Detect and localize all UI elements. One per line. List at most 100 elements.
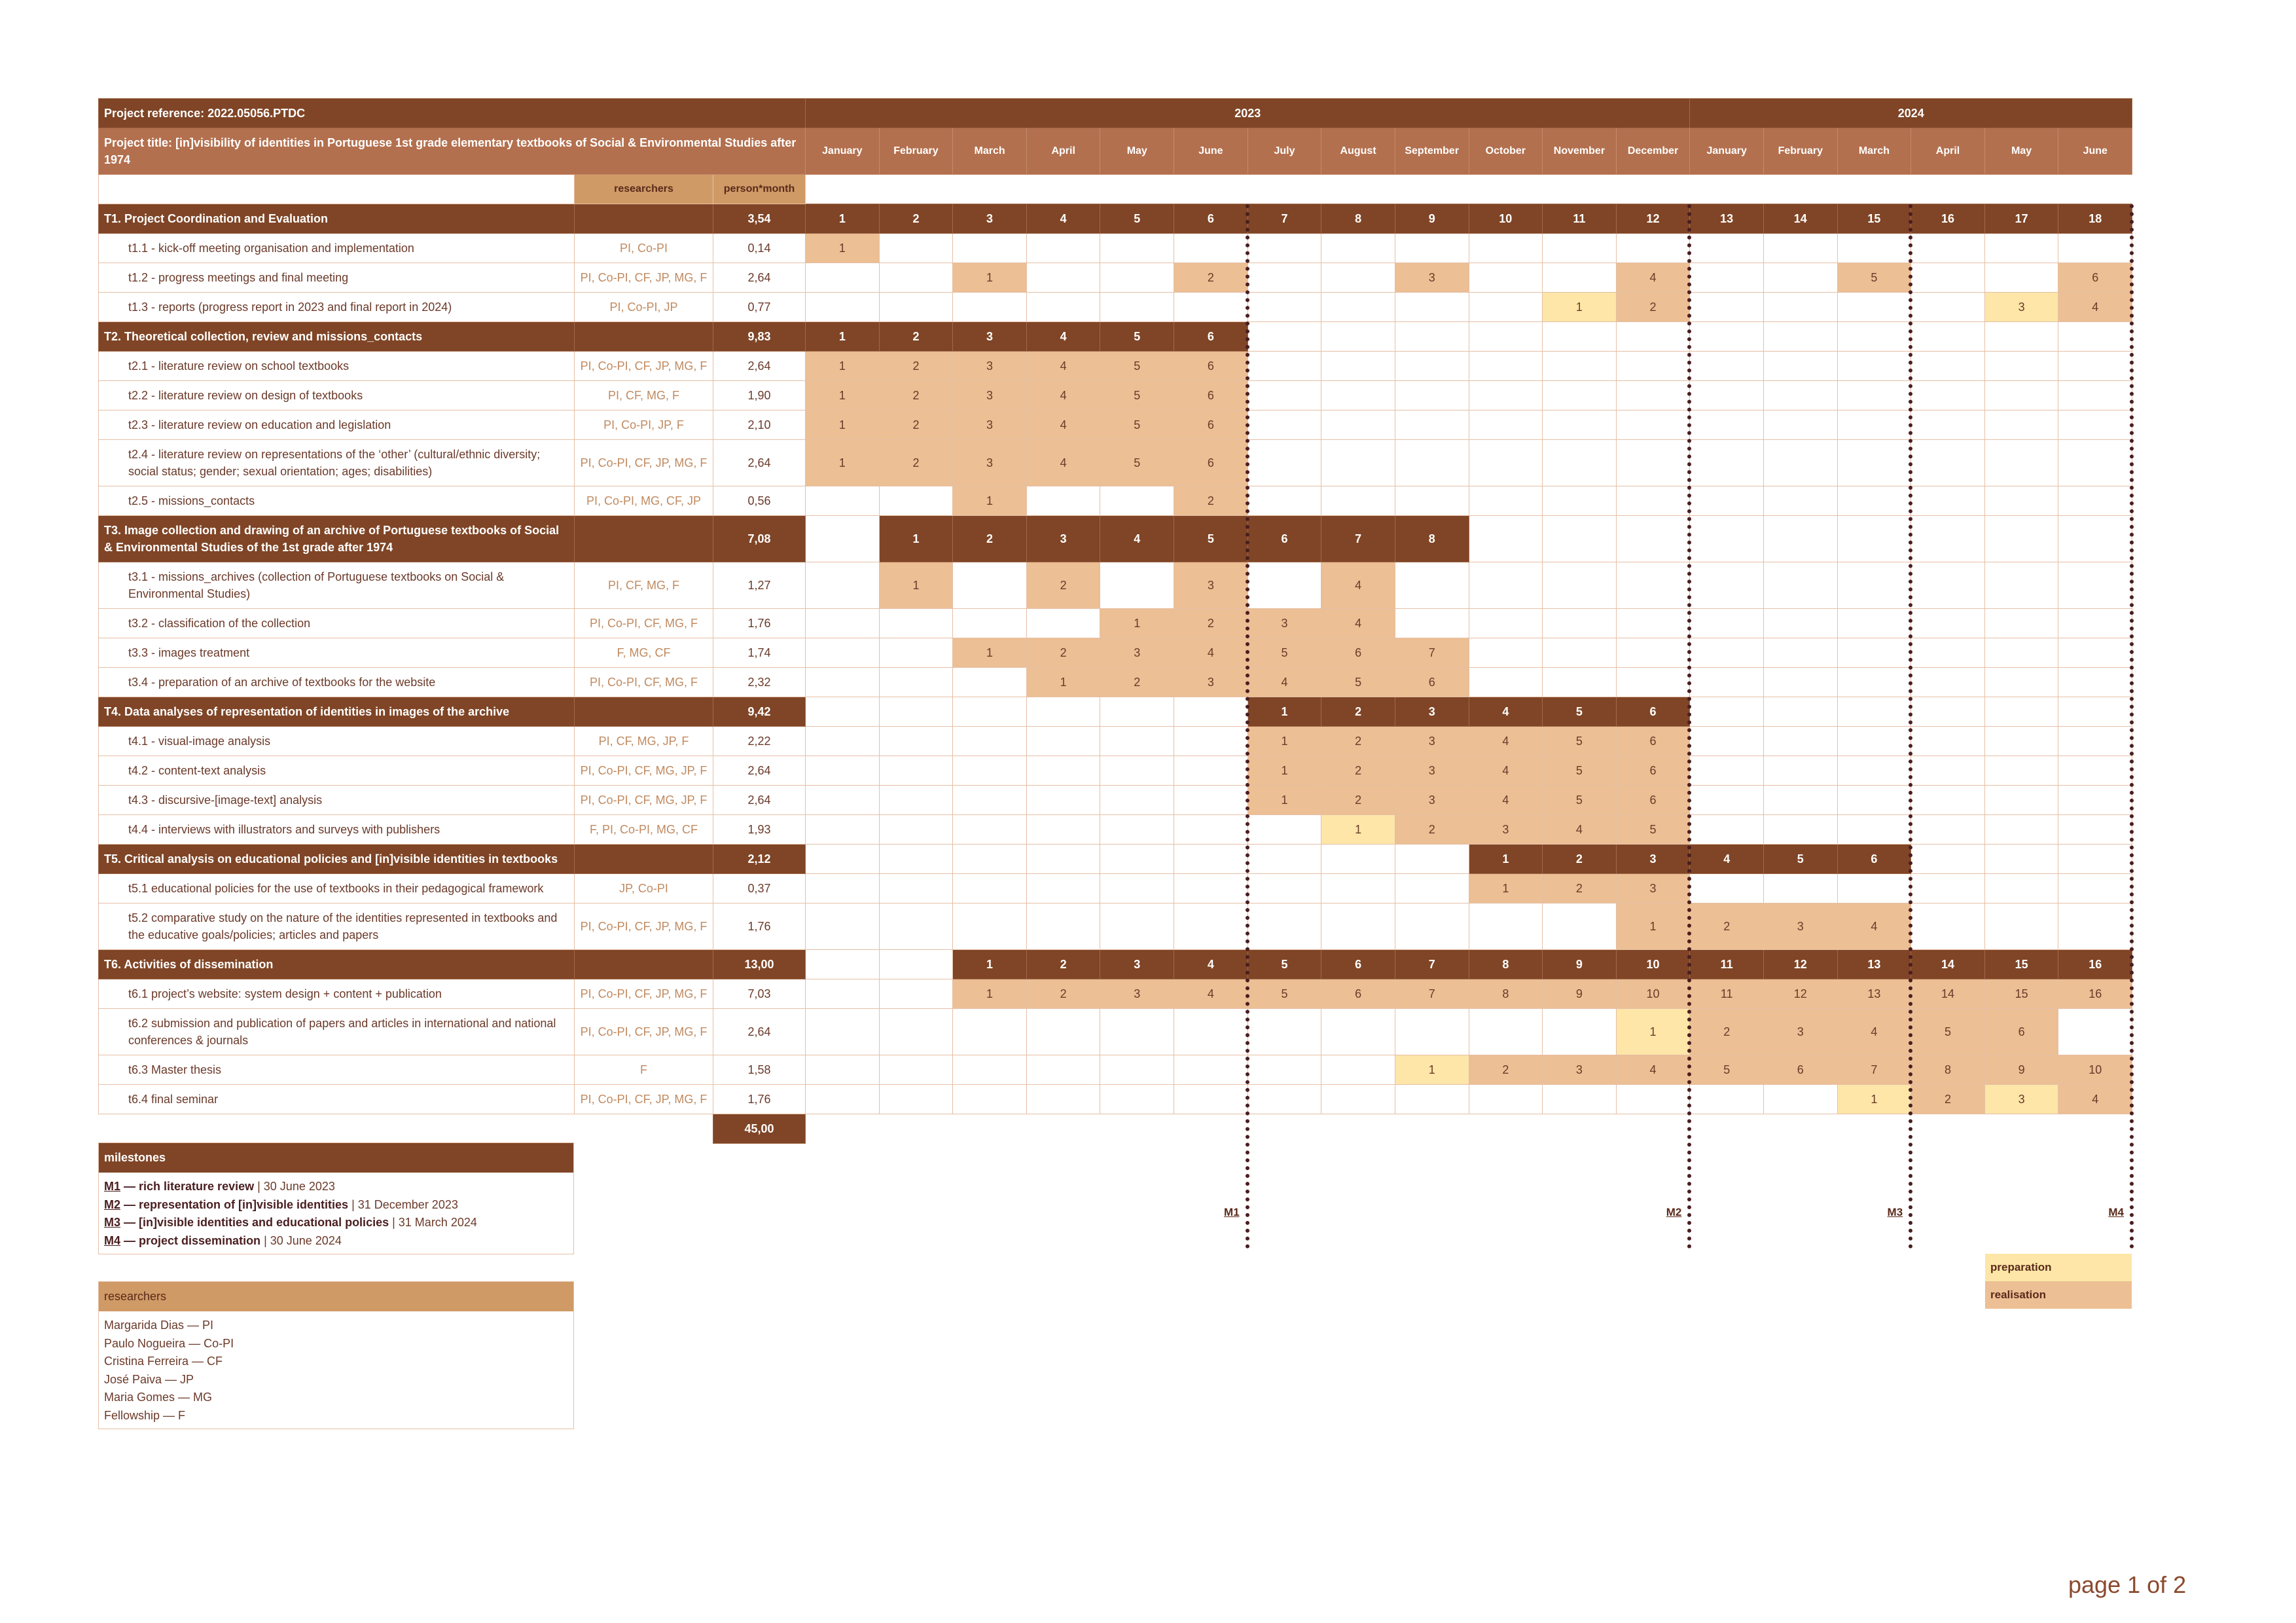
empty-cell bbox=[1837, 785, 1912, 815]
task-cell: 5 bbox=[1247, 979, 1322, 1009]
task-cell: 4 bbox=[2058, 1084, 2133, 1114]
group-cell: 6 bbox=[1321, 949, 1395, 979]
task-person-month: 0,56 bbox=[712, 486, 806, 516]
researcher: Fellowship — F bbox=[104, 1408, 186, 1422]
task-row: t2.1 - literature review on school textb… bbox=[98, 351, 2133, 381]
task-cell: 1 bbox=[952, 263, 1027, 293]
group-cell: 3 bbox=[952, 204, 1027, 234]
task-cell: 6 bbox=[1763, 1055, 1838, 1085]
empty-cell bbox=[1026, 263, 1101, 293]
milestones-title: milestones bbox=[99, 1143, 573, 1173]
empty-cell bbox=[1321, 1055, 1395, 1085]
empty-cell bbox=[1615, 410, 1691, 440]
task-cell: 3 bbox=[1247, 608, 1322, 638]
empty-cell bbox=[1837, 410, 1912, 440]
empty-cell bbox=[1984, 321, 2059, 352]
column-header: researchers bbox=[574, 174, 713, 204]
task-cell: 3 bbox=[1615, 873, 1691, 903]
task-cell: 5 bbox=[1615, 814, 1691, 845]
group-cell: 14 bbox=[1910, 949, 1985, 979]
group-cell: 10 bbox=[1468, 204, 1543, 234]
empty-cell bbox=[1984, 726, 2059, 756]
empty-cell bbox=[1837, 873, 1912, 903]
task-title: t1.1 - kick-off meeting organisation and… bbox=[98, 233, 575, 263]
empty-cell bbox=[805, 292, 880, 322]
empty-cell bbox=[2058, 785, 2133, 815]
group-cell: 5 bbox=[1174, 515, 1248, 562]
task-researchers: F bbox=[574, 1055, 713, 1085]
empty-cell bbox=[1615, 667, 1691, 697]
empty-cell bbox=[952, 697, 1027, 727]
task-person-month: 1,76 bbox=[712, 903, 806, 950]
empty-cell bbox=[1174, 814, 1248, 845]
task-cell: 8 bbox=[1468, 979, 1543, 1009]
task-row: t6.1 project’s website: system design + … bbox=[98, 979, 2133, 1009]
task-title: t6.3 Master thesis bbox=[98, 1055, 575, 1085]
group-person-month: 13,00 bbox=[712, 949, 806, 979]
empty-cell bbox=[1910, 873, 1985, 903]
empty-cell bbox=[952, 667, 1027, 697]
empty-cell bbox=[1394, 292, 1469, 322]
task-researchers: PI, Co-PI, CF, JP, MG, F bbox=[574, 1084, 713, 1114]
empty-cell bbox=[2058, 814, 2133, 845]
group-cell: 2 bbox=[1321, 697, 1395, 727]
empty-cell bbox=[1763, 785, 1838, 815]
empty-cell bbox=[1910, 439, 1985, 486]
empty-cell bbox=[1026, 608, 1101, 638]
empty-cell bbox=[1026, 726, 1101, 756]
empty-cell bbox=[1247, 233, 1322, 263]
empty-cell bbox=[1026, 1055, 1101, 1085]
task-title: t6.1 project’s website: system design + … bbox=[98, 979, 575, 1009]
task-cell: 6 bbox=[1174, 410, 1248, 440]
task-cell: 1 bbox=[1615, 1008, 1691, 1055]
task-cell: 2 bbox=[1026, 979, 1101, 1009]
empty-cell bbox=[952, 844, 1027, 874]
task-cell: 4 bbox=[1174, 638, 1248, 668]
milestones-list: M1 — rich literature review | 30 June 20… bbox=[99, 1173, 573, 1254]
task-cell: 3 bbox=[1394, 263, 1469, 293]
task-row: t5.2 comparative study on the nature of … bbox=[98, 903, 2133, 950]
empty-cell bbox=[1837, 233, 1912, 263]
group-cell: 2 bbox=[952, 515, 1027, 562]
group-row: T5. Critical analysis on educational pol… bbox=[98, 844, 2133, 874]
empty-cell bbox=[1174, 726, 1248, 756]
researchers-box: researchers Margarida Dias — PI Paulo Nogu… bbox=[98, 1281, 574, 1429]
task-cell: 4 bbox=[1026, 380, 1101, 410]
empty-cell bbox=[1763, 667, 1838, 697]
task-title: t5.2 comparative study on the nature of … bbox=[98, 903, 575, 950]
empty-cell bbox=[1174, 1084, 1248, 1114]
task-cell: 6 bbox=[1615, 726, 1691, 756]
empty-cell bbox=[1174, 292, 1248, 322]
task-cell: 4 bbox=[1837, 903, 1912, 950]
empty-cell bbox=[1689, 756, 1764, 786]
milestone-date: | 31 December 2023 bbox=[348, 1197, 458, 1211]
empty-cell bbox=[952, 756, 1027, 786]
empty-cell bbox=[1321, 351, 1395, 381]
empty-cell bbox=[878, 844, 954, 874]
empty-cell bbox=[2058, 486, 2133, 516]
task-cell: 2 bbox=[1026, 638, 1101, 668]
empty-cell bbox=[1910, 380, 1985, 410]
task-cell: 1 bbox=[1100, 608, 1175, 638]
empty-cell bbox=[1247, 380, 1322, 410]
empty-cell bbox=[2058, 321, 2133, 352]
task-cell: 4 bbox=[1026, 351, 1101, 381]
empty-cell bbox=[1837, 726, 1912, 756]
empty-cell bbox=[1689, 562, 1764, 609]
empty-cell bbox=[1321, 233, 1395, 263]
empty-cell bbox=[1174, 233, 1248, 263]
empty-cell bbox=[1100, 903, 1175, 950]
empty-cell bbox=[1542, 638, 1617, 668]
blank bbox=[99, 1114, 713, 1144]
empty-cell bbox=[952, 873, 1027, 903]
empty-cell bbox=[1247, 486, 1322, 516]
milestone-line bbox=[2130, 204, 2134, 1249]
empty-cell bbox=[1837, 667, 1912, 697]
task-person-month: 1,76 bbox=[712, 1084, 806, 1114]
empty-cell bbox=[805, 814, 880, 845]
task-cell: 5 bbox=[1100, 439, 1175, 486]
task-cell: 16 bbox=[2058, 979, 2133, 1009]
task-row: t6.2 submission and publication of paper… bbox=[98, 1008, 2133, 1055]
group-title: T3. Image collection and drawing of an a… bbox=[98, 515, 575, 562]
empty-cell bbox=[1026, 292, 1101, 322]
